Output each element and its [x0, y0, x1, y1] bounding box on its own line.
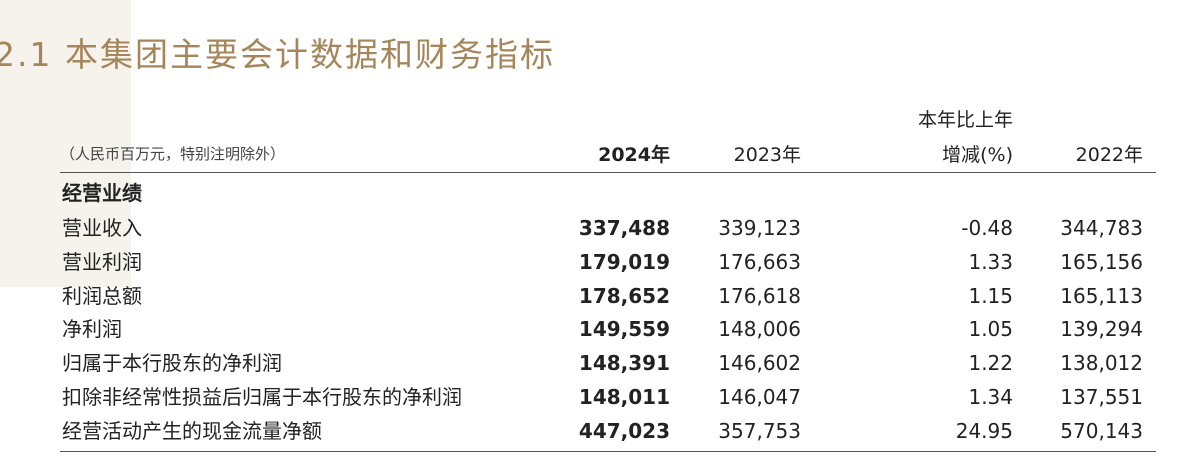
table-cell: 137,551	[1060, 385, 1143, 409]
table-cell: 344,783	[1060, 216, 1143, 240]
bottom-rule	[60, 451, 1156, 452]
unit-note: （人民币百万元，特别注明除外）	[60, 145, 286, 163]
table-cell: 1.34	[968, 385, 1013, 409]
table-cell: 447,023	[578, 418, 670, 443]
table-cell: 138,012	[1060, 351, 1143, 376]
row-label: 净利润	[62, 317, 122, 342]
row-label: 扣除非经常性损益后归属于本行股东的净利润	[62, 385, 462, 409]
table-cell: 146,047	[718, 385, 801, 409]
row-label: 营业利润	[62, 249, 142, 274]
column-header: 2024年	[598, 144, 670, 166]
table-cell: 165,113	[1060, 283, 1143, 308]
table-cell: 176,618	[718, 283, 801, 308]
table-cell: 165,156	[1060, 249, 1143, 274]
table-cell: 179,019	[578, 249, 670, 274]
table-cell: 148,391	[578, 351, 670, 376]
table-cell: 1.22	[968, 351, 1013, 376]
column-header: 2022年	[1075, 144, 1143, 166]
page-title: 2.1 本集团主要会计数据和财务指标	[0, 35, 555, 74]
table-cell: 337,488	[578, 216, 670, 240]
table-cell: 570,143	[1060, 418, 1143, 443]
section-label: 经营业绩	[62, 181, 142, 205]
header-rule	[60, 172, 1156, 173]
column-highlight	[0, 0, 131, 287]
table-cell: 148,011	[578, 385, 670, 409]
table-cell: 146,602	[718, 351, 801, 376]
column-header: 增减(%)	[942, 144, 1013, 166]
table-cell: 178,652	[578, 283, 670, 308]
table-cell: 1.15	[968, 283, 1013, 308]
row-label: 归属于本行股东的净利润	[62, 351, 282, 376]
row-label: 利润总额	[62, 283, 142, 308]
row-label: 经营活动产生的现金流量净额	[62, 418, 322, 443]
table-cell: 148,006	[718, 317, 801, 342]
table-cell: 1.05	[968, 317, 1013, 342]
table-cell: 357,753	[718, 418, 801, 443]
table-cell: 139,294	[1060, 317, 1143, 342]
row-label: 营业收入	[62, 216, 142, 240]
table-cell: 149,559	[578, 317, 670, 342]
table-cell: 339,123	[718, 216, 801, 240]
table-cell: 1.33	[968, 249, 1013, 274]
column-header: 本年比上年	[917, 109, 1013, 131]
column-header: 2023年	[733, 144, 801, 166]
table-cell: 176,663	[718, 249, 801, 274]
table-cell: -0.48	[961, 216, 1013, 240]
table-cell: 24.95	[955, 418, 1013, 443]
